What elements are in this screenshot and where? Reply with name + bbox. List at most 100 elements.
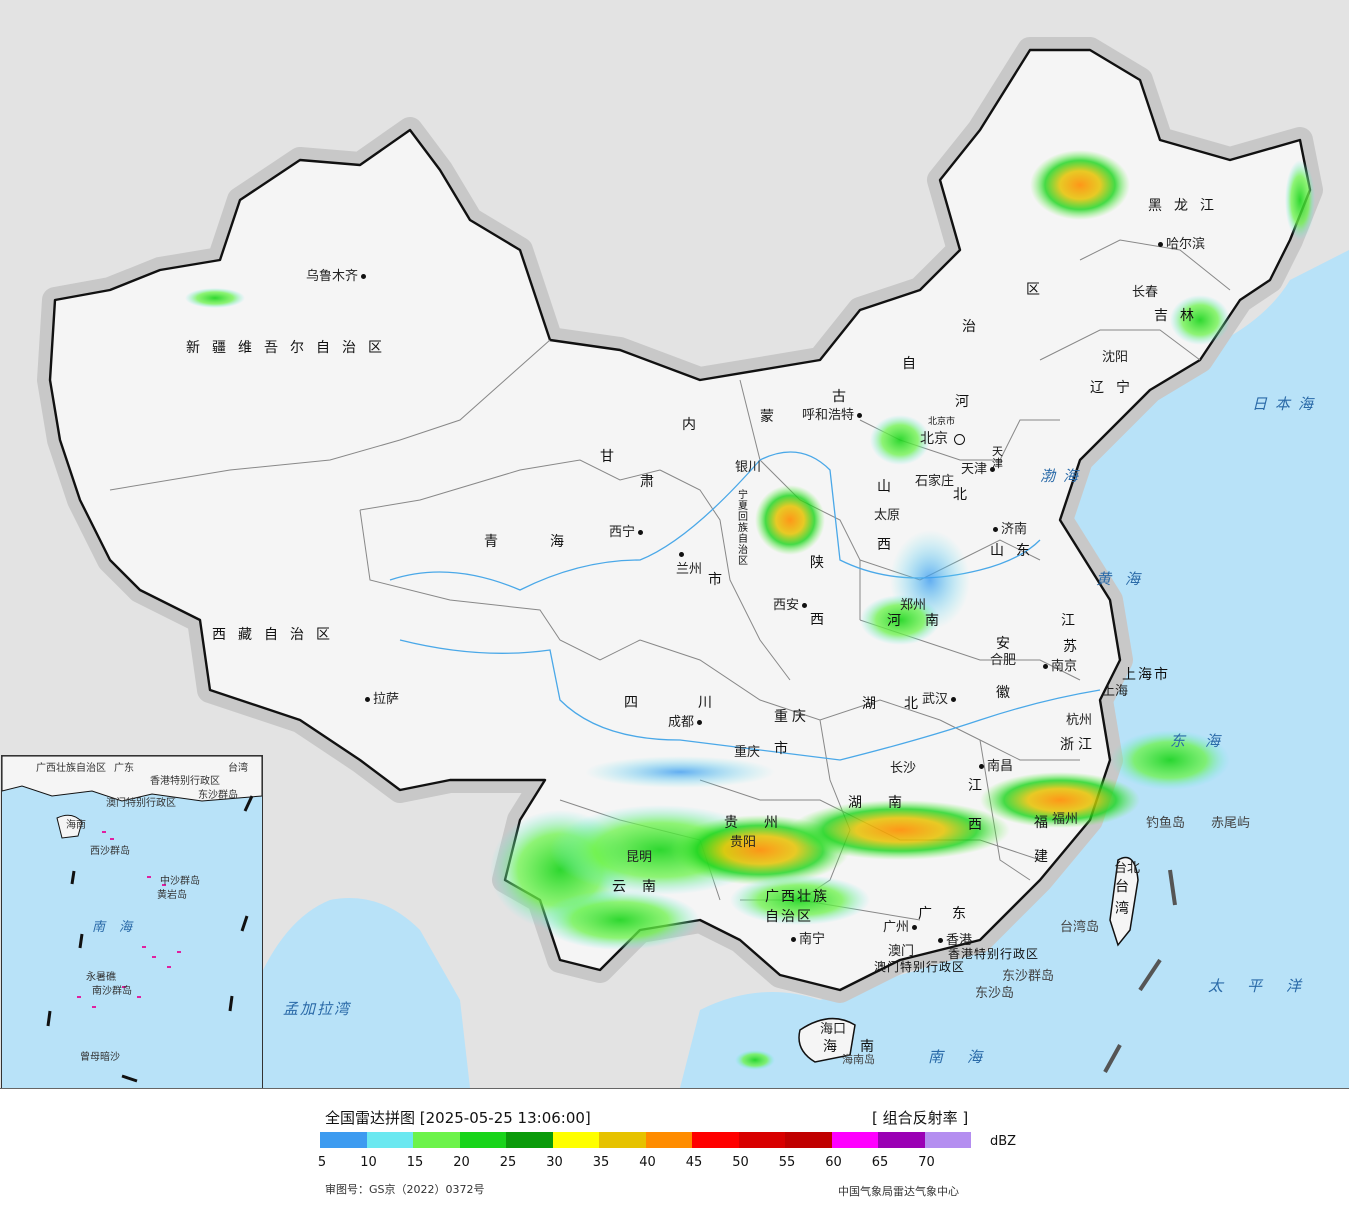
city-beijing: 北京 (920, 432, 965, 446)
scale-tick: 10 (360, 1155, 377, 1170)
island-chiwei: 赤尾屿 (1211, 816, 1251, 831)
ocean (680, 250, 1349, 1088)
color-swatch-11 (831, 1132, 878, 1148)
province-jiangxi-xi: 西 (968, 817, 994, 833)
sea-bohai: 渤海 (1040, 467, 1087, 485)
city-shanghai: 上海 (1102, 684, 1129, 699)
city-fuzhou: 福州 (1052, 812, 1079, 827)
province-liaoning: 辽宁 (1090, 380, 1142, 396)
color-swatch-12 (878, 1132, 925, 1148)
city-changsha: 长沙 (890, 761, 917, 776)
province-guangxi-2: 自治区 (765, 909, 813, 925)
province-guangxi-1: 广西壮族 (765, 889, 829, 905)
city-lanzhou: 兰州 (676, 548, 702, 576)
province-jiangxi-jiang: 江 (968, 778, 994, 794)
inset-hongkong: 香港特别行政区 (150, 776, 220, 787)
city-macau: 澳门 (888, 944, 915, 959)
province-hunan-nan: 南 (888, 795, 914, 811)
city-guiyang: 贵阳 (730, 835, 757, 850)
province-nmg-qu: 区 (1026, 282, 1052, 298)
scale-tick: 65 (871, 1155, 889, 1170)
province-anhui-an: 安 (996, 636, 1022, 652)
color-swatch-3 (459, 1132, 506, 1148)
sea-pacific: 太平洋 (1208, 977, 1326, 995)
province-hainan-nan: 南 (860, 1039, 886, 1055)
scale-tick: 25 (499, 1155, 517, 1170)
province-taiwan-wan: 湾 (1115, 901, 1141, 917)
city-lhasa: 拉萨 (362, 693, 399, 706)
province-guizhou-gui: 贵 (724, 815, 750, 831)
city-chengdu: 成都 (668, 716, 705, 729)
city-dot (697, 720, 703, 725)
scale-tick: 45 (685, 1155, 703, 1170)
city-dot (1043, 664, 1048, 669)
inset-nansha: 南沙群岛 (92, 986, 132, 997)
city-dot (361, 274, 367, 279)
scale-tick: 5 (317, 1155, 327, 1170)
province-jiangsu-su: 苏 (1063, 639, 1089, 655)
province-nmg-zi: 自 (902, 356, 928, 372)
province-hebei-he: 河 (955, 394, 981, 410)
color-swatch-13 (924, 1132, 971, 1148)
province-tianjin: 天津 (992, 445, 1003, 470)
province-jilin: 吉林 (1154, 308, 1206, 324)
city-dot (912, 925, 918, 930)
city-changchun: 长春 (1132, 285, 1159, 300)
province-sichuan: 四川 (624, 695, 772, 711)
city-dot (791, 937, 796, 942)
scale-tick: 70 (918, 1155, 935, 1170)
province-taiwan-tai: 台 (1115, 879, 1141, 895)
island-diaoyu: 钓鱼岛 (1146, 816, 1186, 831)
city-wuhan: 武汉 (922, 693, 959, 706)
inset-taiwan: 台湾 (228, 763, 248, 774)
scale-tick: 20 (453, 1155, 470, 1170)
city-nanchang: 南昌 (976, 760, 1013, 773)
map-canvas (37, 37, 1349, 1088)
province-fujian-fu: 福 (1034, 815, 1060, 831)
province-yunnan-yun: 云 (612, 879, 638, 895)
inset-xisha: 西沙群岛 (90, 846, 130, 857)
color-swatch-7 (645, 1132, 692, 1148)
city-chongqing: 重庆 (734, 745, 761, 760)
province-nmg-nei: 内 (682, 417, 708, 433)
inset-south-sea: 南海 (92, 920, 147, 935)
taiwan-land (1109, 856, 1139, 947)
capital-icon (954, 433, 965, 445)
city-dot (365, 697, 370, 702)
inset-huangyan: 黄岩岛 (157, 890, 187, 901)
province-shanxi-xi: 西 (877, 537, 903, 553)
scale-tick: 60 (825, 1155, 842, 1170)
province-hebei-bei: 北 (953, 487, 979, 503)
sea-south: 南海 (928, 1048, 1007, 1066)
city-hefei: 合肥 (990, 653, 1017, 668)
city-guangzhou: 广州 (883, 921, 920, 934)
province-nmg-zhi: 治 (962, 319, 988, 335)
city-dot (679, 552, 684, 557)
province-yunnan-nan: 南 (642, 879, 668, 895)
province-beijing-shi: 北京市 (928, 417, 956, 427)
city-dot (993, 527, 998, 532)
sea-japan: 日本海 (1252, 395, 1322, 413)
province-jiangsu-jiang: 江 (1061, 613, 1087, 629)
city-urumqi: 乌鲁木齐 (306, 270, 369, 283)
legend-product: [ 组合反射率 ] (872, 1109, 969, 1127)
province-shanghai: 上海市 (1122, 667, 1170, 683)
radar-map: 新疆维吾尔自治区 西藏自治区 青海 甘 肃 市 内 蒙 古 自 治 区 黑龙江 … (0, 0, 1349, 1089)
nine-dash-east (1103, 869, 1177, 1073)
province-ningxia: 宁夏回族自治区 (738, 490, 748, 567)
province-shaanxi-shan: 陕 (810, 555, 836, 571)
color-swatch-2 (413, 1132, 460, 1148)
island-dongsha-dao: 东沙岛 (975, 986, 1015, 1001)
province-xinjiang: 新疆维吾尔自治区 (186, 340, 394, 356)
scale-tick: 40 (639, 1155, 656, 1170)
city-dot (638, 530, 644, 535)
city-taiyuan: 太原 (874, 508, 901, 523)
inset-canvas (2, 756, 262, 1083)
color-swatch-1 (366, 1132, 413, 1148)
island-hainan: 海南岛 (842, 1053, 875, 1066)
city-zhengzhou: 郑州 (900, 598, 927, 613)
province-xizang: 西藏自治区 (212, 627, 342, 643)
province-guizhou-zhou: 州 (764, 815, 790, 831)
inset-guangxi: 广西壮族自治区 (36, 763, 106, 774)
scale-tick: 55 (778, 1155, 796, 1170)
